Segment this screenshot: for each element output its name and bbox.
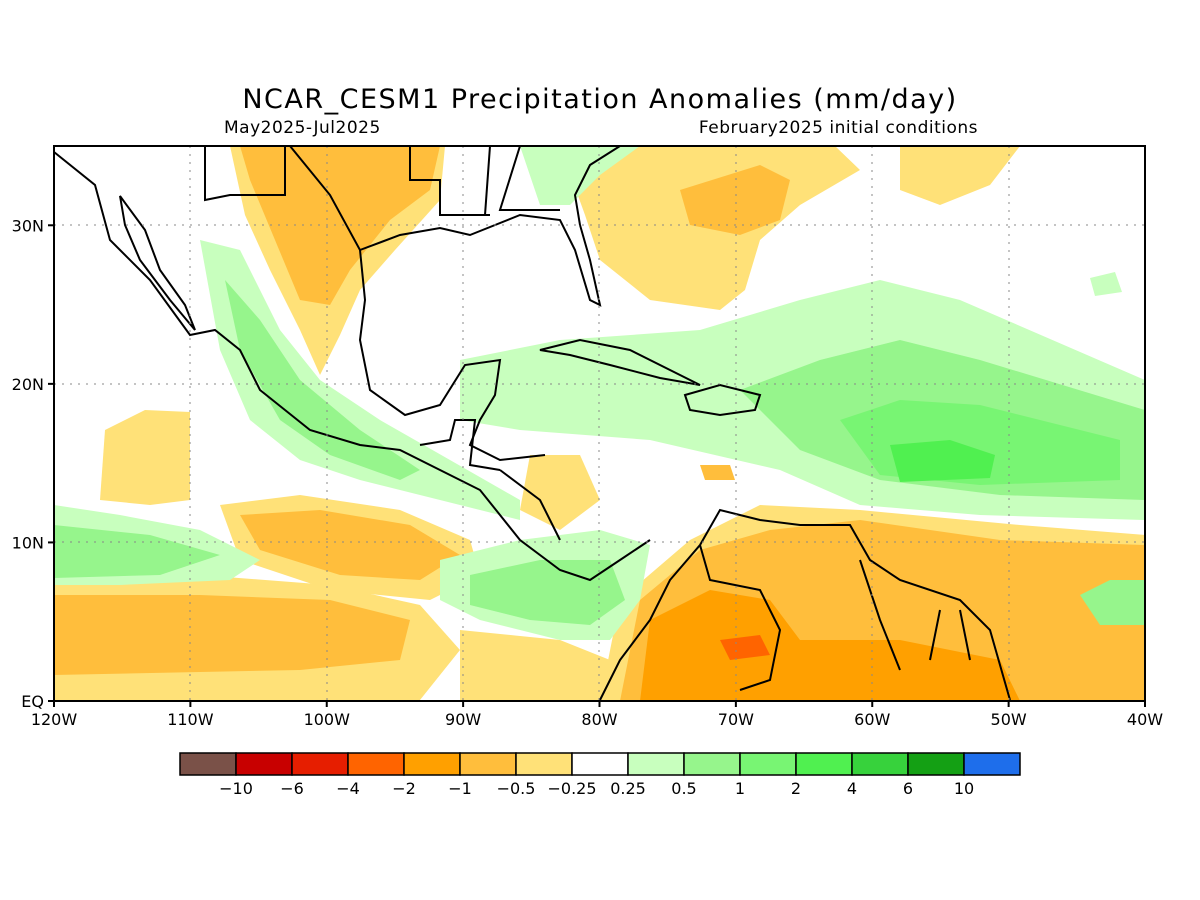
colorbar-swatch — [347, 752, 405, 776]
dry-band-pacific-a-core — [240, 510, 460, 580]
y-tick-label: 20N — [12, 375, 44, 394]
coast-gulf-north — [359, 213, 602, 307]
x-tick-label: 60W — [854, 710, 890, 729]
anomaly-fields — [54, 146, 1145, 701]
coast-hispaniola — [683, 383, 762, 417]
colorbar-swatch — [235, 752, 293, 776]
y-tick-label: EQ — [21, 692, 44, 711]
wet-spot-mid-atlantic — [1090, 272, 1122, 296]
wet-band-east-atlantic — [1080, 580, 1145, 625]
axis-ticks: 120W 110W 100W 90W 80W 70W 60W 50W 40W EQ 10N 20N 30… — [12, 216, 1164, 729]
y-tick-label: 10N — [12, 533, 44, 552]
colorbar-label: −6 — [280, 779, 304, 798]
wet-band-mexico-pacific-core — [225, 280, 420, 480]
colorbar-label: 4 — [847, 779, 857, 798]
initial-conditions: February2025 initial conditions — [698, 118, 978, 138]
wet-band-west-pacific-core — [54, 525, 220, 578]
x-tick-label: 120W — [31, 710, 78, 729]
colorbar-swatch — [571, 752, 629, 776]
border-us-mexico — [204, 146, 560, 216]
dry-region-caribbean-east — [700, 465, 735, 480]
coast-mexico-pacific — [54, 151, 651, 582]
colorbar-swatch — [795, 752, 853, 776]
colorbar-label: −2 — [392, 779, 416, 798]
colorbar-swatch — [291, 752, 349, 776]
dry-band-pacific-c — [460, 630, 610, 701]
border-central-america — [419, 419, 561, 541]
colorbar-label: 2 — [791, 779, 801, 798]
dry-region-north-mexico-core — [240, 146, 440, 305]
x-tick-label: 100W — [304, 710, 351, 729]
wet-band-colombia-pacific-core — [470, 560, 625, 625]
colorbar-label: 0.5 — [671, 779, 696, 798]
colorbar-label: −1 — [448, 779, 472, 798]
dry-region-west-atlantic-core — [680, 165, 790, 235]
colorbar-label: −4 — [336, 779, 360, 798]
x-tick-label: 110W — [167, 710, 214, 729]
colorbar-swatch — [515, 752, 573, 776]
coastlines — [54, 146, 1011, 701]
colorbar-swatch — [851, 752, 909, 776]
dry-region-east-pacific-north — [100, 410, 190, 505]
colorbar-swatch — [963, 752, 1021, 776]
x-tick-label: 80W — [581, 710, 617, 729]
coast-south-america — [599, 508, 1011, 701]
forecast-period: May2025-Jul2025 — [224, 118, 381, 138]
dry-region-south-america-peak — [720, 635, 770, 660]
colorbar-label: −0.25 — [547, 779, 596, 798]
dry-band-pacific-b-core — [54, 595, 410, 675]
colorbar-swatch — [459, 752, 517, 776]
x-tick-label: 70W — [718, 710, 754, 729]
x-tick-label: 40W — [1127, 710, 1163, 729]
border-interior — [699, 544, 971, 691]
colorbar-swatch — [683, 752, 741, 776]
coast-baja — [119, 195, 196, 331]
coast-cuba — [539, 338, 701, 386]
colorbar-swatch — [403, 752, 461, 776]
colorbar-label: 6 — [903, 779, 913, 798]
dry-region-south-america-core — [640, 590, 1020, 701]
colorbar-label: −10 — [219, 779, 253, 798]
colorbar-swatch — [907, 752, 965, 776]
colorbar: −10 −6 −4 −2 −1 −0.5 −0.25 0.25 0.5 1 2 4 6 10 — [179, 752, 1021, 798]
graticule — [54, 146, 1145, 701]
coast-us-east — [573, 146, 621, 226]
map-title: NCAR_CESM1 Precipitation Anomalies (mm/d… — [242, 84, 958, 115]
colorbar-label: 1 — [735, 779, 745, 798]
dry-region-caribbean — [520, 455, 600, 530]
colorbar-label: 0.25 — [610, 779, 646, 798]
y-tick-label: 30N — [12, 216, 44, 235]
wet-band-atlantic-peak — [890, 440, 995, 482]
colorbar-swatch — [739, 752, 797, 776]
colorbar-swatch — [179, 752, 237, 776]
wet-spot-florida — [520, 146, 640, 205]
colorbar-label: −0.5 — [497, 779, 536, 798]
x-tick-label: 90W — [445, 710, 481, 729]
colorbar-label: 10 — [954, 779, 974, 798]
dry-region-north-atlantic — [900, 146, 1020, 205]
x-tick-label: 50W — [991, 710, 1027, 729]
colorbar-swatch — [627, 752, 685, 776]
